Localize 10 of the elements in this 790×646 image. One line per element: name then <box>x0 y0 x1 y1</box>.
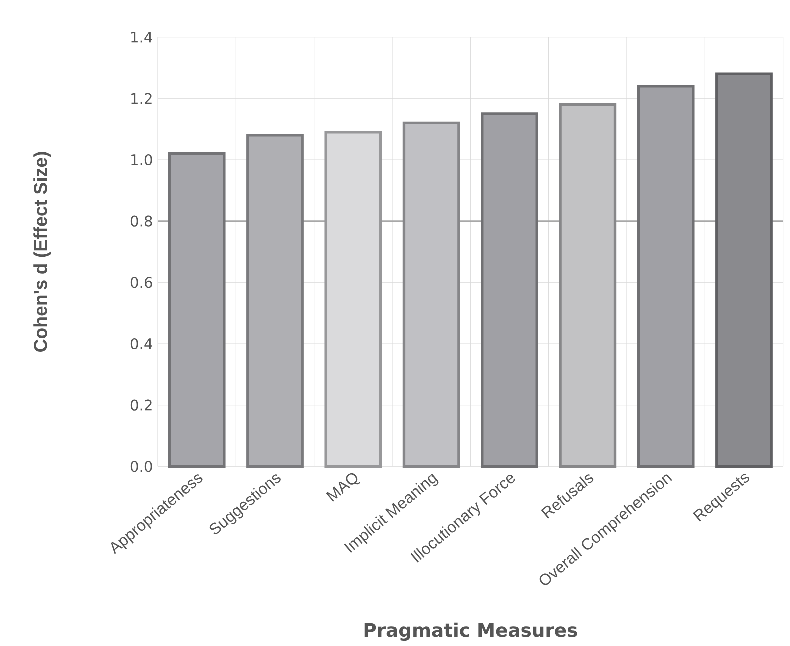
y-tick-label: 0.0 <box>130 461 152 472</box>
y-axis-title: Cohen's d (Effect Size) <box>34 152 52 352</box>
y-tick-label: 1.0 <box>132 154 152 166</box>
y-tick-label: 0.6 <box>130 277 152 288</box>
y-tick-label: 0.8 <box>130 216 152 227</box>
y-tick-label: 0.4 <box>130 338 152 350</box>
y-tick-label: 0.2 <box>130 400 152 411</box>
y-tick-label: 1.4 <box>132 32 152 43</box>
x-axis-title: Pragmatic Measures <box>364 622 578 642</box>
y-tick-label: 1.2 <box>132 93 152 104</box>
